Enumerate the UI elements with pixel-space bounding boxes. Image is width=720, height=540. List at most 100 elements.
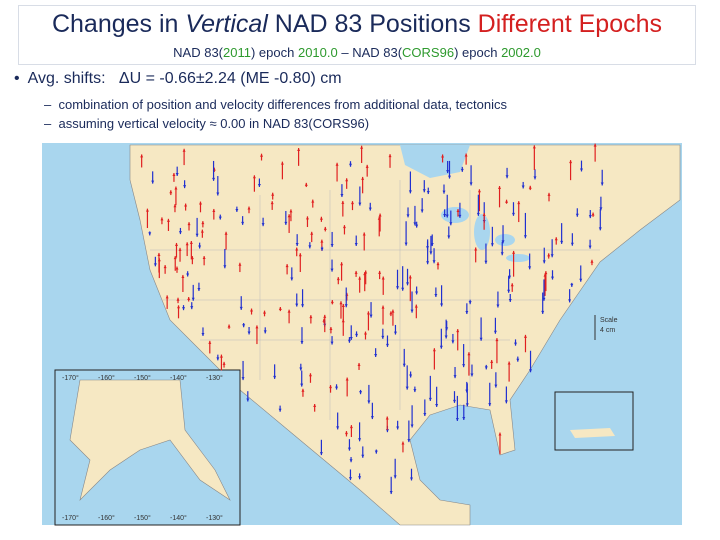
sub-bullet-text: combination of position and velocity dif… [58, 97, 507, 112]
arrow-head [330, 244, 334, 248]
arrow-head [579, 278, 583, 282]
arrow-head [511, 212, 515, 216]
arrow-head [360, 145, 364, 149]
arrow-head [474, 247, 478, 251]
arrow-head [569, 160, 573, 164]
arrow-head [273, 375, 277, 379]
arrow-head [442, 190, 446, 194]
arrow-head [529, 369, 533, 373]
arrow-head [512, 250, 516, 254]
arrow-head [354, 270, 358, 274]
arrow-head [482, 212, 486, 216]
arrow-head [148, 232, 152, 236]
arrow-head [507, 361, 511, 365]
arrow-head [396, 286, 400, 290]
arrow-head [341, 319, 345, 323]
arrow-head [341, 303, 345, 307]
arrow-head [329, 385, 333, 389]
arrow-head [285, 264, 289, 268]
arrow-head [368, 207, 372, 211]
inset-label: -140° [170, 374, 187, 382]
arrow-head [541, 310, 545, 314]
arrow-head [359, 391, 363, 395]
arrow-head [242, 324, 246, 328]
arrow-head [184, 203, 188, 207]
arrow-head [374, 450, 378, 454]
arrow-head [523, 235, 527, 239]
arrow-head [173, 256, 177, 260]
arrow-head [344, 431, 348, 435]
arrow-head [309, 315, 313, 319]
inset-label: -150° [134, 514, 151, 522]
arrow-head [464, 153, 468, 157]
arrow-head [588, 245, 592, 249]
arrow-head [357, 362, 361, 366]
arrow-head [246, 398, 250, 402]
subtitle-part: NAD 83( [173, 45, 224, 60]
arrow-head [227, 324, 231, 328]
arrow-head [186, 273, 190, 277]
arrow-head [212, 208, 216, 212]
arrow-head [323, 226, 327, 230]
arrow-head [470, 373, 474, 377]
arrow-head [422, 189, 426, 193]
arrow-head [298, 253, 302, 257]
arrow-head [542, 260, 546, 264]
title-part: Vertical [185, 10, 268, 38]
arrow-head [320, 247, 324, 251]
arrow-head [364, 270, 368, 274]
arrow-head [405, 386, 409, 390]
arrow-head [348, 477, 352, 481]
arrow-head [153, 263, 157, 267]
arrow-head [173, 204, 177, 208]
arrow-head [498, 186, 502, 190]
arrow-head [428, 397, 432, 401]
arrow-head [182, 307, 186, 311]
arrow-head [528, 185, 532, 189]
island [570, 428, 615, 438]
arrow-head [477, 189, 481, 193]
sub-bullet-text: assuming vertical velocity ≈ 0.00 in NAD… [58, 116, 370, 131]
arrow-head [191, 297, 195, 301]
lake [441, 207, 469, 223]
arrow-head [500, 252, 504, 256]
arrow-head [432, 348, 436, 352]
arrow-head [516, 358, 520, 362]
arrow-head [347, 339, 351, 343]
arrow-head [287, 309, 291, 313]
arrow-head [323, 314, 327, 318]
arrow-head [445, 327, 449, 331]
arrow-head [579, 168, 583, 172]
arrow-head [570, 283, 574, 287]
arrow-head [436, 262, 440, 266]
arrow-head [493, 330, 497, 334]
arrow-head [202, 256, 206, 260]
inset-label: -160° [98, 514, 115, 522]
arrow-head [344, 304, 348, 308]
arrow-head [235, 208, 239, 212]
arrow-head [197, 288, 201, 292]
arrow-head [151, 180, 155, 184]
arrow-head [189, 240, 193, 244]
title: Changes in Vertical NAD 83 Positions Dif… [19, 10, 695, 39]
arrow-head [201, 221, 205, 225]
title-part: Changes in [51, 10, 186, 38]
arrow-head [490, 359, 494, 363]
arrow-head [469, 182, 473, 186]
arrow-head [365, 164, 369, 168]
arrow-head [339, 301, 343, 305]
arrow-head [223, 265, 227, 269]
arrow-head [443, 214, 447, 218]
arrow-head [408, 190, 412, 194]
arrow-head [310, 231, 314, 235]
arrow-head [381, 305, 385, 309]
bullet: • Avg. shifts: ΔU = -0.66±2.24 (ME -0.80… [14, 70, 342, 87]
arrow-head [187, 297, 191, 301]
inset-label: -170° [62, 374, 79, 382]
arrow-head [550, 254, 554, 258]
arrow-head [465, 403, 469, 407]
arrow-head [263, 310, 267, 314]
arrow-head [414, 304, 418, 308]
arrow-head [528, 266, 532, 270]
